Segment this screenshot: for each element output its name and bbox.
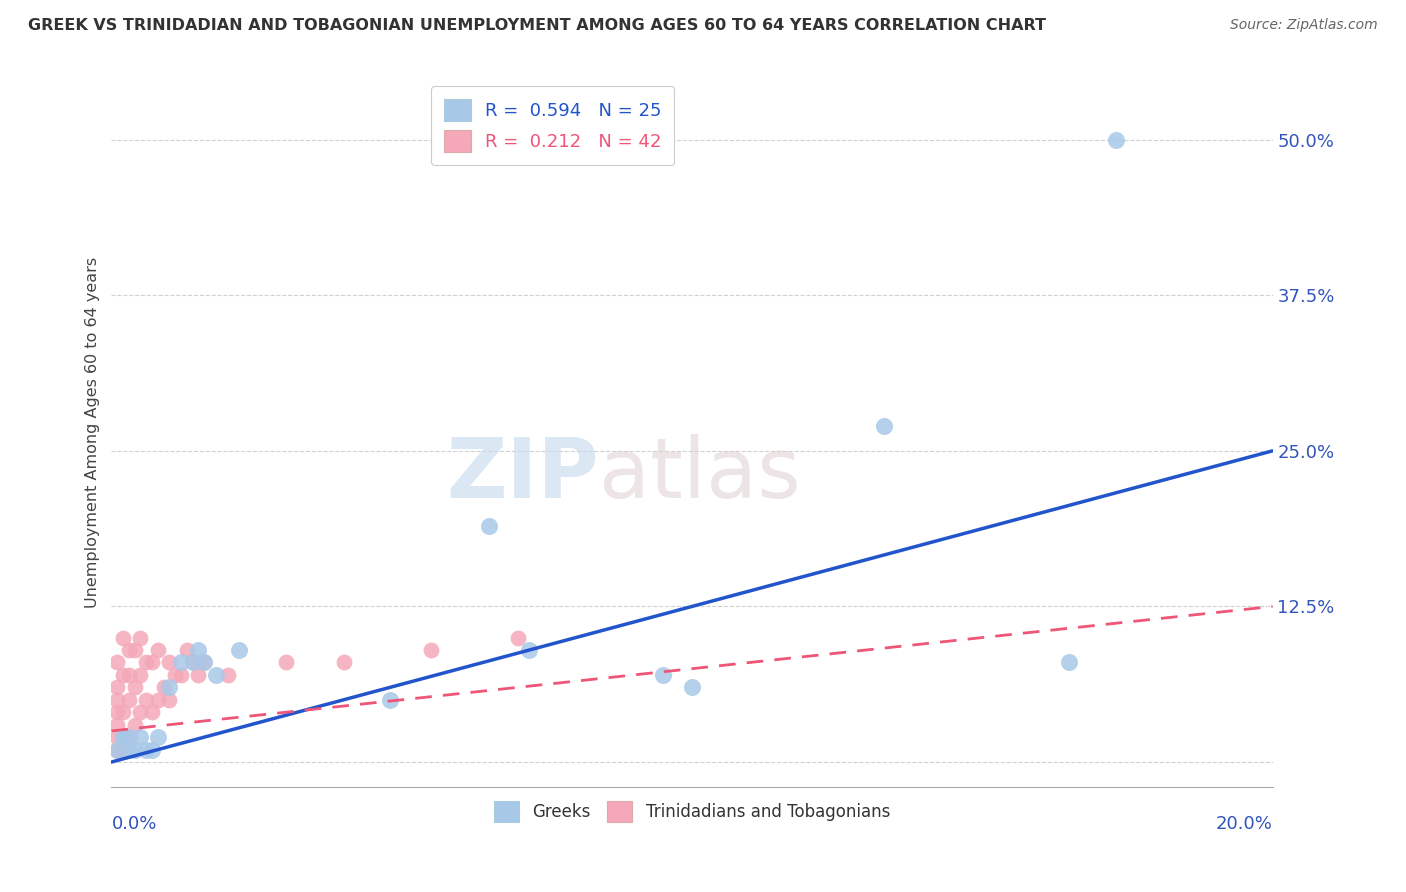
Point (170, 668, 193, 682)
Point (141, 742, 163, 756)
Point (111, 730, 134, 744)
Point (111, 631, 134, 645)
Point (193, 656, 215, 670)
Point (124, 681, 146, 695)
Point (105, 730, 128, 744)
Point (124, 742, 146, 756)
Point (118, 742, 141, 756)
Point (118, 668, 141, 682)
Point (118, 643, 141, 657)
Point (176, 643, 198, 657)
Point (146, 693, 169, 707)
Point (105, 705, 128, 719)
Text: atlas: atlas (599, 434, 801, 516)
Point (111, 730, 134, 744)
Point (129, 668, 152, 682)
Point (187, 668, 209, 682)
Point (193, 656, 215, 670)
Point (124, 717, 146, 731)
Point (217, 668, 239, 682)
Point (274, 656, 297, 670)
Point (378, 693, 401, 707)
Point (159, 656, 181, 670)
Point (681, 681, 703, 695)
Point (135, 693, 157, 707)
Point (332, 656, 354, 670)
Point (141, 656, 163, 670)
Text: GREEK VS TRINIDADIAN AND TOBAGONIAN UNEMPLOYMENT AMONG AGES 60 TO 64 YEARS CORRE: GREEK VS TRINIDADIAN AND TOBAGONIAN UNEM… (28, 18, 1046, 33)
Point (146, 730, 169, 744)
Point (129, 730, 152, 744)
Point (141, 705, 163, 719)
Point (135, 742, 157, 756)
Point (1105, 133, 1128, 147)
Point (187, 643, 209, 657)
Point (478, 518, 501, 533)
Text: 0.0%: 0.0% (111, 815, 157, 833)
Point (170, 656, 193, 670)
Point (111, 705, 134, 719)
Point (159, 681, 181, 695)
Point (105, 717, 128, 731)
Text: Source: ZipAtlas.com: Source: ZipAtlas.com (1230, 18, 1378, 32)
Point (105, 681, 128, 695)
Point (1059, 656, 1081, 670)
Text: ZIP: ZIP (447, 434, 599, 516)
Point (519, 643, 541, 657)
Point (111, 730, 134, 744)
Point (152, 681, 174, 695)
Y-axis label: Unemployment Among Ages 60 to 64 years: Unemployment Among Ages 60 to 64 years (86, 257, 100, 607)
Legend: Greeks, Trinidadians and Tobagonians: Greeks, Trinidadians and Tobagonians (488, 795, 897, 829)
Point (872, 419, 894, 434)
Point (124, 643, 146, 657)
Point (129, 631, 152, 645)
Point (205, 668, 228, 682)
Text: 20.0%: 20.0% (1216, 815, 1272, 833)
Point (105, 742, 128, 756)
Point (652, 668, 675, 682)
Point (111, 668, 134, 682)
Point (105, 693, 128, 707)
Point (228, 643, 250, 657)
Point (419, 643, 441, 657)
Point (105, 656, 128, 670)
Point (146, 643, 169, 657)
Point (135, 656, 157, 670)
Point (129, 705, 152, 719)
Point (181, 656, 204, 670)
Point (118, 730, 141, 744)
Point (165, 668, 187, 682)
Point (118, 730, 141, 744)
Point (181, 656, 204, 670)
Point (159, 693, 181, 707)
Point (105, 742, 128, 756)
Point (111, 742, 134, 756)
Point (506, 631, 529, 645)
Point (118, 693, 141, 707)
